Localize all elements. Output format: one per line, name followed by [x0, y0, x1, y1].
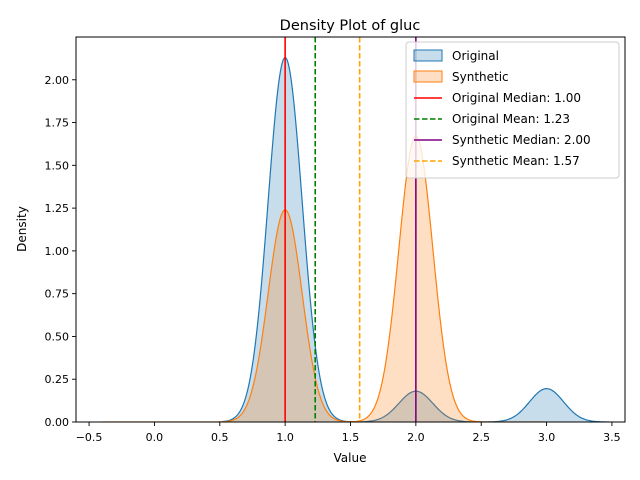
- y-axis-label: Density: [15, 206, 29, 252]
- y-tick-label: 1.25: [45, 202, 70, 215]
- series-area-1: [222, 57, 610, 422]
- x-tick-label: 2.5: [472, 431, 490, 444]
- y-tick-label: 2.00: [45, 74, 70, 87]
- x-tick-label: 1.5: [342, 431, 360, 444]
- legend-swatch-series-1: [413, 49, 443, 62]
- y-tick-label: 0.75: [45, 288, 70, 301]
- y-tick-label: 0.00: [45, 416, 70, 429]
- y-tick-label: 1.75: [45, 117, 70, 130]
- x-tick-label: 3.5: [603, 431, 621, 444]
- y-tick-label: 1.50: [45, 159, 70, 172]
- y-tick-label: 0.25: [45, 373, 70, 386]
- x-axis-label: Value: [334, 451, 367, 465]
- x-tick-label: 0.5: [211, 431, 229, 444]
- legend-swatch-series-2: [413, 70, 443, 83]
- x-tick-label: 3.0: [538, 431, 556, 444]
- legend: Original Synthetic Original Median: 1.00 Or…: [405, 41, 620, 179]
- x-tick-label: −0.5: [76, 431, 103, 444]
- y-tick-label: 1.00: [45, 245, 70, 258]
- legend-label: Synthetic Median: 2.00: [452, 133, 591, 147]
- y-axis-ticks: 0.00 0.25 0.50 0.75 1.00 1.25 1.50 1.75 2.00: [45, 74, 76, 429]
- x-tick-label: 1.0: [276, 431, 294, 444]
- legend-label: Synthetic Mean: 1.57: [452, 154, 580, 168]
- legend-label: Original: [452, 49, 499, 63]
- legend-label: Original Median: 1.00: [452, 91, 581, 105]
- x-axis-ticks: −0.5 0.0 0.5 1.0 1.5 2.0 2.5 3.0 3.5: [76, 422, 621, 444]
- legend-label: Original Mean: 1.23: [452, 112, 570, 126]
- y-tick-label: 0.50: [45, 330, 70, 343]
- legend-label: Synthetic: [452, 70, 509, 84]
- x-tick-label: 2.0: [407, 431, 425, 444]
- series-line-2: [102, 135, 547, 422]
- series-area-2: [102, 136, 547, 422]
- legend-box: [405, 41, 620, 179]
- x-tick-label: 0.0: [146, 431, 164, 444]
- chart-title: Density Plot of gluc: [280, 18, 421, 34]
